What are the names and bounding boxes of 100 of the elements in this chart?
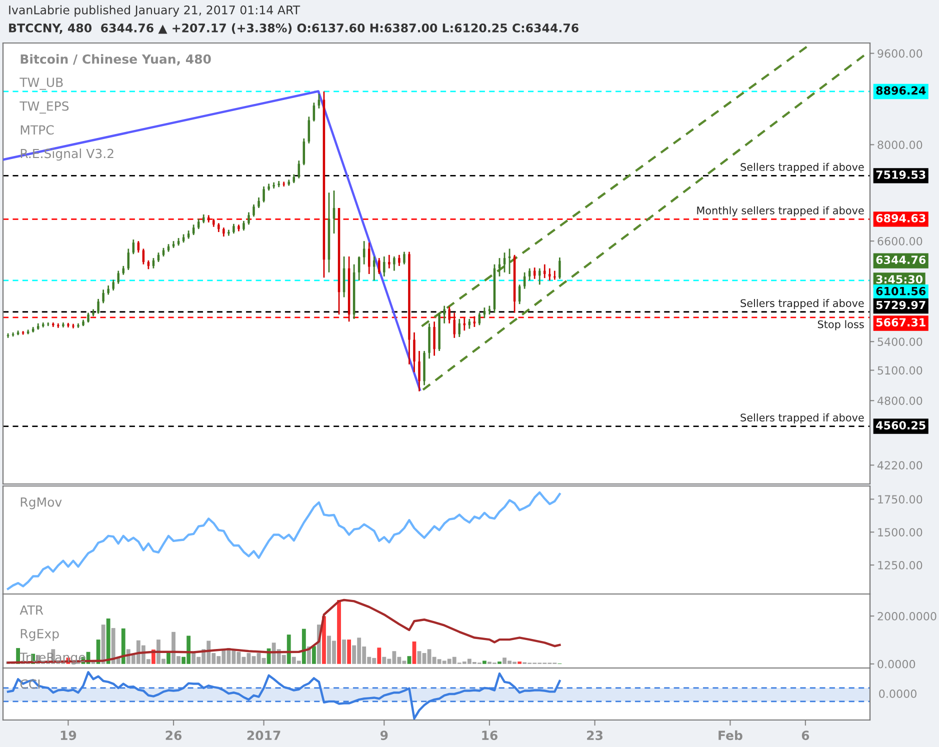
chart-subtitle: IvanLabrie published January 21, 2017 01:14 ART <box>9 5 300 17</box>
x-tick-label: 16 <box>482 730 498 740</box>
y-tick-label: 9600.00 <box>878 49 922 58</box>
bar <box>286 634 291 664</box>
x-tick-label: 26 <box>166 730 182 740</box>
line-series <box>6 598 561 664</box>
candlestick <box>538 268 541 286</box>
annotation: R.E.Signal V3.2 <box>20 148 114 161</box>
annotation: RgMov <box>20 497 62 510</box>
text: 3:45:30 <box>876 275 923 284</box>
candlestick <box>87 312 90 324</box>
bar <box>312 646 316 664</box>
ref-line-label: 6894.63 <box>876 214 926 222</box>
x-tick-label: 19 <box>60 730 76 740</box>
candlestick <box>503 252 506 274</box>
bar <box>337 600 341 664</box>
bar <box>377 648 382 664</box>
candlestick <box>453 312 456 339</box>
y-tick-label: 1250.00 <box>878 561 922 570</box>
y-tick-label: 6600.00 <box>878 237 922 246</box>
ref-line-label: 8896.24 <box>876 86 926 95</box>
bar <box>407 656 412 664</box>
bar <box>342 640 346 664</box>
candlestick <box>544 264 546 279</box>
candlestick <box>372 256 376 282</box>
candlestick <box>558 256 561 280</box>
candlestick <box>433 320 436 356</box>
candlestick <box>398 254 400 267</box>
candlestick <box>242 220 245 232</box>
y-tick-label: 5100.00 <box>878 366 922 375</box>
x-tick-label: 23 <box>587 730 602 740</box>
chart-title: BTCCNY, 480 6344.76 ▲ +207.17 (+3.38%) O:6137.60 H:6387.00 L:6120.25 C:6344.76 <box>9 23 578 34</box>
candlestick <box>107 284 110 296</box>
candlestick <box>478 312 481 326</box>
bar <box>121 628 126 664</box>
y-tick-label: 5400.00 <box>878 338 922 346</box>
ref-line-label: 5667.31 <box>876 318 926 327</box>
candlestick <box>252 204 255 218</box>
annotation: Monthly sellers trapped if above <box>697 206 864 216</box>
ref-line-label: 5729.97 <box>876 300 926 310</box>
candlestick <box>112 279 114 292</box>
x-tick-label: Feb <box>718 730 742 740</box>
bar <box>482 660 486 664</box>
y-tick-label: 1500.00 <box>878 528 922 536</box>
annotation: MTPC <box>20 125 54 135</box>
annotation: RgExp <box>20 629 59 641</box>
candlestick <box>403 251 406 266</box>
candlestick <box>388 254 390 270</box>
candlestick <box>443 305 446 324</box>
candlestick <box>418 350 420 392</box>
candlestick <box>248 212 250 226</box>
candlestick <box>523 272 526 290</box>
candlestick <box>302 138 306 166</box>
candlestick <box>97 298 100 314</box>
candlestick <box>282 181 285 188</box>
annotation: ATR <box>20 605 44 615</box>
y-tick-label: 8000.00 <box>878 140 922 150</box>
candlestick <box>47 322 50 327</box>
candlestick <box>102 288 104 304</box>
y-tick-label: 4800.00 <box>877 396 922 405</box>
annotation: Bitcoin / Chinese Yuan, 480 <box>20 54 211 66</box>
annotation: Stop loss <box>818 320 864 330</box>
bar <box>101 624 106 664</box>
y-tick-label: 0.0000 <box>878 660 916 668</box>
candlestick <box>332 190 336 234</box>
bar <box>106 618 110 664</box>
y-tick-label: 2000.0000 <box>878 612 936 620</box>
annotation: Sellers trapped if above <box>740 299 864 310</box>
candlestick <box>362 240 366 266</box>
annotation: TW_EPS <box>20 101 69 114</box>
ref-line-label: 7519.53 <box>876 170 926 179</box>
candlestick <box>127 248 130 271</box>
bar <box>166 652 170 664</box>
annotation: Sellers trapped if above <box>740 162 864 173</box>
ref-line-label: 4560.25 <box>876 421 926 430</box>
ref-line-label: 6101.56 <box>876 286 926 296</box>
x-tick-label: 2017 <box>247 730 280 740</box>
candlestick <box>383 256 386 278</box>
candlestick <box>232 223 235 234</box>
candlestick <box>393 256 396 272</box>
y-tick-label: 4220.00 <box>877 461 922 470</box>
bar <box>412 642 416 664</box>
candlestick <box>448 306 450 324</box>
candlestick <box>548 268 551 282</box>
candlestick <box>117 270 120 285</box>
candlestick <box>258 196 260 209</box>
candlestick <box>262 186 265 204</box>
candlestick <box>137 240 140 254</box>
line-series <box>6 491 561 590</box>
y-tick-label: 1750.00 <box>878 495 922 504</box>
candlestick <box>197 218 200 230</box>
candlestick <box>413 332 416 373</box>
annotation: Sellers trapped if above <box>740 413 864 424</box>
annotation: TW_UB <box>20 78 63 90</box>
text: 6344.76 <box>876 256 926 264</box>
bar <box>302 628 306 664</box>
candlestick <box>378 257 380 275</box>
x-tick-label: 9 <box>380 730 388 740</box>
x-tick-label: 6 <box>802 730 810 740</box>
bar <box>347 640 352 664</box>
